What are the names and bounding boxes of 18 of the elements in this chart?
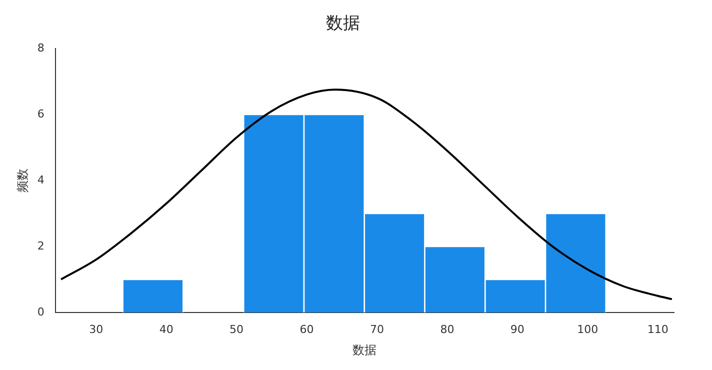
line-series	[60, 88, 673, 300]
y-axis-title: 频数	[15, 168, 30, 192]
x-tick-label: 40	[159, 322, 174, 336]
chart-title: 数据	[326, 14, 360, 34]
x-tick-label: 60	[300, 322, 314, 336]
x-tick-label: 100	[577, 322, 598, 336]
x-tick-label: 90	[510, 322, 524, 336]
x-tick-label: 80	[440, 322, 454, 336]
y-tick-label: 6	[37, 107, 44, 120]
y-tick-label: 0	[37, 305, 44, 318]
x-tick-label: 110	[647, 322, 668, 336]
x-axis-title: 数据	[352, 342, 377, 357]
y-tick-label: 4	[37, 173, 44, 186]
x-tick-label: 30	[89, 322, 104, 336]
x-tick-label: 70	[370, 322, 384, 336]
x-tick-label: 50	[230, 322, 244, 336]
y-tick-label: 8	[37, 41, 44, 54]
y-tick-label: 2	[37, 239, 44, 252]
